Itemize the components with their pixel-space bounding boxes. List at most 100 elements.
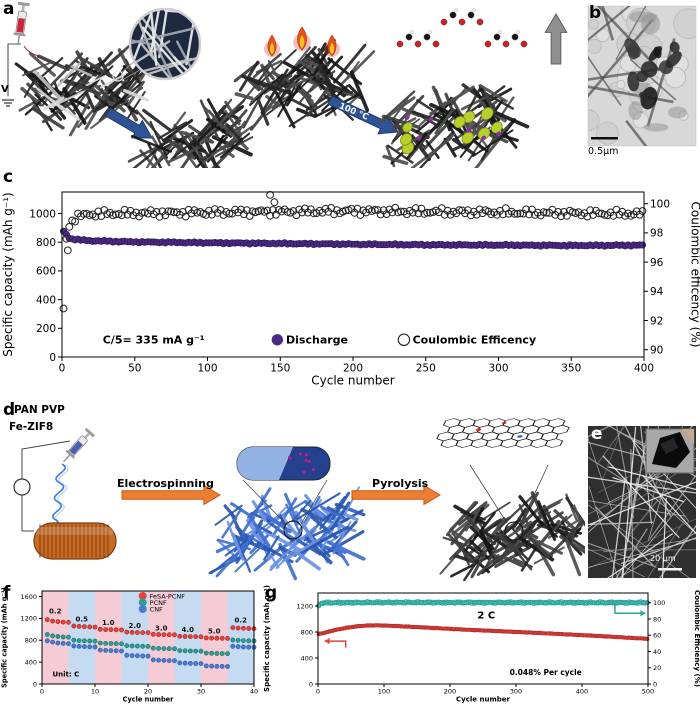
svg-text:1600: 1600 <box>20 593 37 601</box>
sulfur-particle <box>490 121 503 134</box>
x-axis-label: Cycle number <box>123 696 175 704</box>
voltage-label: V <box>1 84 9 95</box>
sulfur-particle <box>402 122 413 133</box>
panel-label-e: e <box>591 424 603 444</box>
series-CNF <box>44 638 257 669</box>
svg-text:90: 90 <box>650 344 663 356</box>
svg-text:30: 30 <box>197 688 205 696</box>
panel-d-schematic <box>13 418 585 582</box>
panel-b-tem-image <box>587 5 697 147</box>
nanofiber-mat <box>439 491 585 582</box>
svg-text:300: 300 <box>510 688 522 696</box>
svg-text:0: 0 <box>40 688 44 696</box>
dopant-atom <box>475 428 482 432</box>
svg-text:60: 60 <box>653 632 661 640</box>
flame-icon <box>324 34 340 57</box>
svg-text:1200: 1200 <box>20 615 37 623</box>
svg-text:0.2: 0.2 <box>49 608 62 616</box>
panel-a-schematic <box>2 1 568 168</box>
series-Coulombic Efficiency <box>316 599 650 609</box>
svg-text:3.0: 3.0 <box>155 624 168 632</box>
svg-text:94: 94 <box>650 286 664 298</box>
molecule-chain <box>440 8 484 26</box>
svg-text:400: 400 <box>634 363 654 375</box>
process-arrow <box>327 95 399 135</box>
panel-label-b: b <box>589 3 602 23</box>
nanofiber-mat <box>127 98 254 168</box>
nanofiber-mat <box>33 62 150 121</box>
annotation: 2 C <box>477 610 495 621</box>
svg-text:400: 400 <box>576 688 588 696</box>
svg-text:2.0: 2.0 <box>129 622 142 630</box>
svg-text:400: 400 <box>301 654 313 662</box>
svg-text:600: 600 <box>36 266 56 278</box>
svg-text:0: 0 <box>59 363 66 375</box>
scale-bar <box>658 568 682 571</box>
molecule-chain <box>484 30 528 48</box>
panel-c-cycling-chart: 0 50 100 150 200 250 300 350 400 0 200 400 600 800 100… <box>1 191 700 388</box>
catalyst-particle <box>416 135 422 141</box>
legend: C/5= 335 mA g⁻¹ Discharge Coulombic Effice… <box>103 333 537 347</box>
svg-text:0: 0 <box>653 680 657 688</box>
sulfur-particle <box>453 115 466 129</box>
y-axis-label: Specific capacity (mAh g⁻¹) <box>1 192 15 356</box>
pan-pvp-label: PAN PVP <box>14 404 65 416</box>
annotation: Unit: C <box>52 670 79 678</box>
voltage-source-icon <box>13 478 31 496</box>
svg-text:1.0: 1.0 <box>102 619 115 627</box>
svg-text:0: 0 <box>316 688 320 696</box>
sem-scale-label: 20 μm <box>650 554 676 563</box>
svg-text:80: 80 <box>653 615 661 623</box>
sulfur-particle <box>400 133 413 146</box>
graphene-sheet <box>436 418 570 448</box>
svg-text:100: 100 <box>197 363 217 375</box>
svg-text:98: 98 <box>650 228 663 240</box>
tem-scale-label: 0.5μm <box>588 146 619 157</box>
svg-text:Discharge: Discharge <box>286 334 348 347</box>
svg-text:800: 800 <box>25 637 37 645</box>
flame-icon <box>293 26 311 52</box>
catalyst-particle <box>466 127 472 133</box>
svg-text:PCNF: PCNF <box>150 599 167 607</box>
svg-text:0.5: 0.5 <box>76 615 89 623</box>
svg-text:1200: 1200 <box>296 602 313 610</box>
svg-text:400: 400 <box>36 294 56 306</box>
series-Discharge <box>59 227 646 250</box>
svg-text:96: 96 <box>650 257 664 269</box>
svg-text:CNF: CNF <box>150 605 163 613</box>
sulfur-particle <box>480 107 494 121</box>
x-axis-label: Cycle number <box>311 374 395 388</box>
pointer-arrow <box>614 602 646 615</box>
svg-text:0: 0 <box>33 680 37 688</box>
svg-text:200: 200 <box>36 323 56 335</box>
series-Discharge 2 C <box>316 623 650 641</box>
axes: 0 50 100 150 200 250 300 350 400 0 200 400 600 800 100… <box>1 191 700 388</box>
dopant-atom <box>501 421 507 425</box>
y2-axis-label: Coulombic efficency (%) <box>689 202 700 348</box>
svg-text:150: 150 <box>270 363 290 375</box>
svg-text:Coulombic Efficency: Coulombic Efficency <box>413 334 537 347</box>
syringe-icon <box>13 1 30 46</box>
panel-label-c: c <box>3 167 14 187</box>
series <box>316 599 650 641</box>
svg-text:100: 100 <box>653 599 665 607</box>
series <box>44 617 257 669</box>
panel-label-f: f <box>3 583 11 603</box>
svg-text:500: 500 <box>642 688 654 696</box>
series-FeSA-PCNF <box>44 617 257 641</box>
catalyst-particle <box>481 135 486 141</box>
svg-text:4.0: 4.0 <box>182 626 195 634</box>
svg-text:250: 250 <box>416 363 436 375</box>
y2-axis-label: Coulombic Efficiency (%) <box>693 590 700 687</box>
svg-text:50: 50 <box>128 363 141 375</box>
y-axis-label: Specific capacity (mAh g⁻¹) <box>1 587 9 688</box>
svg-text:200: 200 <box>444 688 456 696</box>
svg-text:1000: 1000 <box>29 208 56 220</box>
panel-label-g: g <box>265 583 278 603</box>
svg-text:800: 800 <box>36 237 56 249</box>
series <box>59 191 647 313</box>
dopant-atom <box>517 435 523 438</box>
process-arrow <box>544 13 568 65</box>
rate-labels: 0.2 0.5 1.0 2.0 3.0 4.0 5.0 0.2 <box>49 608 247 636</box>
